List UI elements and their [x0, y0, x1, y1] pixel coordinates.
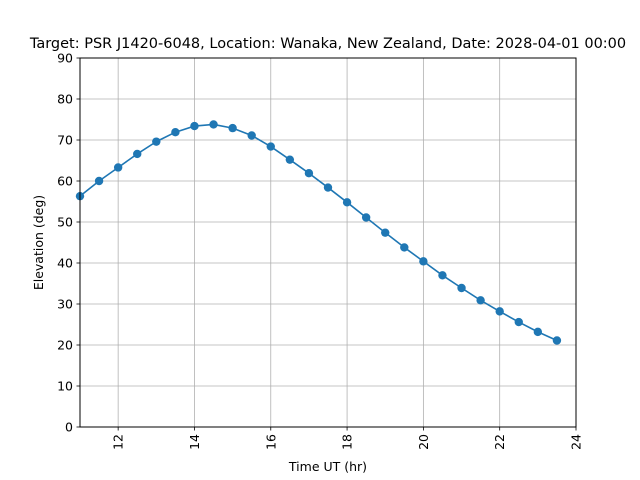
data-point	[285, 155, 295, 164]
y-tick-label: 70	[57, 133, 73, 148]
y-tick-label: 20	[57, 338, 73, 353]
y-tick-label: 80	[57, 92, 73, 107]
data-point	[342, 198, 352, 207]
plot-area	[80, 58, 576, 427]
x-tick-label: 18	[340, 434, 355, 450]
x-axis-label: Time UT (hr)	[288, 459, 367, 474]
data-point	[552, 336, 562, 345]
plot-frame	[79, 57, 577, 428]
y-tick-label: 0	[65, 420, 73, 435]
x-tick-label: 20	[416, 434, 431, 450]
data-point	[476, 296, 485, 305]
data-point	[533, 327, 543, 337]
y-tick-label: 90	[57, 51, 73, 66]
y-tick-label: 50	[57, 215, 73, 230]
chart-title: Target: PSR J1420-6048, Location: Wanaka…	[29, 36, 626, 52]
data-point	[94, 176, 104, 186]
data-point	[304, 169, 314, 178]
axis-ticks: 12 14 16 18 20 22 24 0 10 20 30 40 50 60 70 80 90	[57, 51, 583, 450]
x-tick-label: 24	[569, 434, 584, 450]
data-point	[457, 283, 466, 293]
series-layer	[75, 120, 562, 345]
data-point	[323, 183, 333, 192]
y-tick-label: 60	[57, 174, 73, 189]
data-point	[361, 213, 371, 222]
y-tick-label: 10	[57, 379, 73, 394]
data-point	[152, 137, 161, 146]
data-point	[133, 149, 142, 159]
x-tick-label: 14	[187, 434, 202, 450]
data-point	[438, 271, 447, 280]
y-tick-label: 30	[57, 297, 73, 312]
data-point	[209, 120, 218, 129]
data-point	[400, 243, 409, 252]
data-point	[190, 121, 199, 131]
data-point	[266, 142, 275, 151]
data-point	[419, 257, 428, 266]
data-point	[514, 317, 523, 327]
data-point	[247, 131, 256, 140]
data-point	[113, 163, 123, 172]
data-point	[381, 228, 390, 237]
y-axis-label: Elevation (deg)	[31, 195, 46, 290]
data-point	[495, 307, 504, 316]
data-point	[171, 128, 180, 137]
x-tick-label: 16	[263, 434, 278, 450]
x-tick-label: 22	[492, 434, 507, 450]
x-tick-label: 12	[111, 434, 126, 450]
data-point	[228, 123, 237, 133]
y-tick-label: 40	[57, 256, 73, 271]
